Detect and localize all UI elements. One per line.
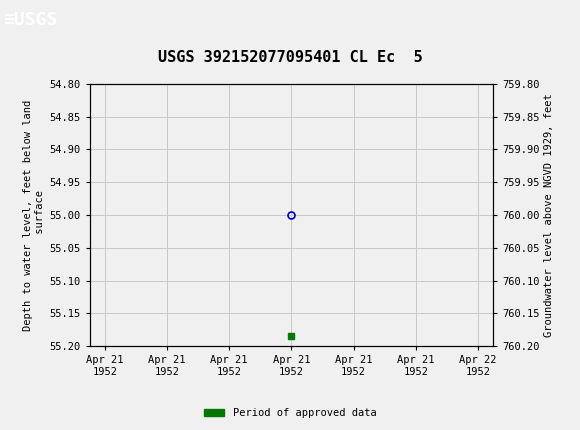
Y-axis label: Groundwater level above NGVD 1929, feet: Groundwater level above NGVD 1929, feet bbox=[543, 93, 554, 337]
Legend: Period of approved data: Period of approved data bbox=[200, 404, 380, 423]
Y-axis label: Depth to water level, feet below land
 surface: Depth to water level, feet below land su… bbox=[23, 99, 45, 331]
Text: ≡USGS: ≡USGS bbox=[3, 12, 57, 29]
Text: USGS 392152077095401 CL Ec  5: USGS 392152077095401 CL Ec 5 bbox=[158, 49, 422, 64]
